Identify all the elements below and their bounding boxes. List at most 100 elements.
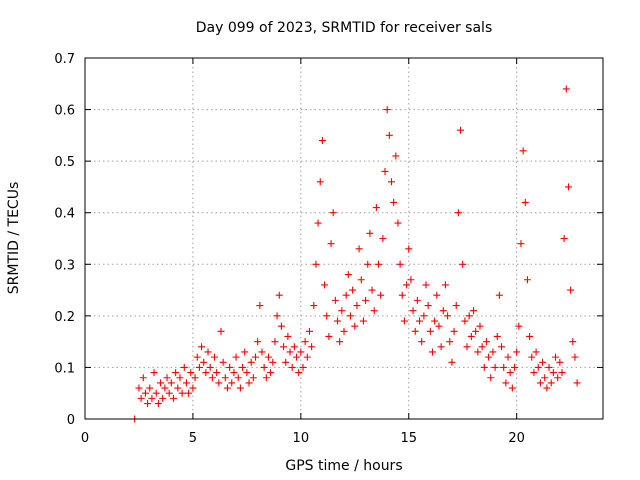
y-tick-label: 0.1 [54, 361, 75, 376]
data-point [418, 338, 426, 346]
data-point [569, 338, 577, 346]
data-point [141, 389, 149, 397]
data-point [502, 379, 510, 387]
data-point [411, 327, 419, 335]
data-point [541, 374, 549, 382]
data-point [303, 353, 311, 361]
data-point [385, 131, 393, 139]
data-point [299, 363, 307, 371]
data-point [353, 302, 361, 310]
data-point [200, 358, 208, 366]
data-point [545, 363, 553, 371]
data-point [256, 302, 264, 310]
data-point [169, 394, 177, 402]
data-point [312, 260, 320, 268]
data-point [448, 358, 456, 366]
data-point [174, 384, 182, 392]
data-point [172, 369, 180, 377]
data-point [366, 229, 374, 237]
data-point [452, 302, 460, 310]
data-point [513, 348, 521, 356]
data-point [485, 353, 493, 361]
data-point [228, 379, 236, 387]
data-point [161, 384, 169, 392]
data-point [396, 260, 404, 268]
data-point [426, 327, 434, 335]
chart-title: Day 099 of 2023, SRMTID for receiver sal… [196, 20, 492, 36]
data-point [556, 358, 564, 366]
data-point [375, 260, 383, 268]
data-point [182, 379, 190, 387]
data-point [206, 363, 214, 371]
data-point [208, 374, 216, 382]
data-point [351, 322, 359, 330]
data-point [254, 338, 262, 346]
data-point [211, 353, 218, 361]
data-point [342, 291, 350, 299]
data-point [457, 126, 465, 134]
data-point [441, 281, 449, 289]
data-point [137, 394, 145, 402]
data-point [198, 343, 206, 351]
data-point [476, 322, 484, 330]
data-point [286, 348, 294, 356]
data-point [344, 271, 352, 279]
data-point [282, 358, 290, 366]
data-point [515, 322, 523, 330]
data-point [219, 358, 227, 366]
data-point [470, 307, 477, 315]
data-point [258, 348, 266, 356]
data-point [157, 379, 165, 387]
data-point [519, 147, 527, 155]
data-point [398, 291, 406, 299]
data-point [359, 317, 367, 325]
data-point [506, 369, 514, 377]
data-point [459, 260, 467, 268]
data-point [264, 353, 272, 361]
data-point [539, 358, 547, 366]
x-tick-label: 5 [189, 431, 197, 446]
y-axis-label: SRMTID / TECUs [6, 182, 22, 295]
data-point [245, 379, 253, 387]
data-point [508, 384, 516, 392]
data-point [528, 353, 536, 361]
data-point [534, 363, 542, 371]
data-point [308, 343, 316, 351]
data-point [189, 384, 197, 392]
y-tick-label: 0.3 [54, 258, 75, 273]
data-point [558, 369, 566, 377]
data-point [185, 389, 193, 397]
data-point [491, 363, 499, 371]
data-point [377, 291, 385, 299]
data-point [431, 317, 439, 325]
data-point [310, 302, 318, 310]
data-point [478, 343, 486, 351]
data-point [340, 327, 348, 335]
data-point [407, 276, 415, 284]
data-point [232, 353, 240, 361]
data-point [424, 302, 432, 310]
data-point [193, 353, 201, 361]
data-point [413, 296, 421, 304]
data-point [139, 374, 147, 382]
data-point [195, 363, 203, 371]
data-point [290, 343, 298, 351]
data-point [521, 198, 529, 206]
y-tick-label: 0 [67, 413, 75, 428]
data-point [549, 369, 557, 377]
data-point [288, 363, 296, 371]
data-point [273, 312, 281, 320]
data-point [215, 379, 223, 387]
data-point [295, 369, 303, 377]
data-point [338, 307, 346, 315]
data-point [176, 374, 184, 382]
y-tick-labels: 0 0.1 0.2 0.3 0.4 0.5 0.6 0.7 [54, 52, 75, 428]
data-point [269, 358, 277, 366]
data-point [178, 389, 186, 397]
data-point [223, 384, 231, 392]
data-point [493, 332, 501, 340]
data-point [552, 353, 560, 361]
data-point [159, 394, 167, 402]
data-point [390, 198, 398, 206]
